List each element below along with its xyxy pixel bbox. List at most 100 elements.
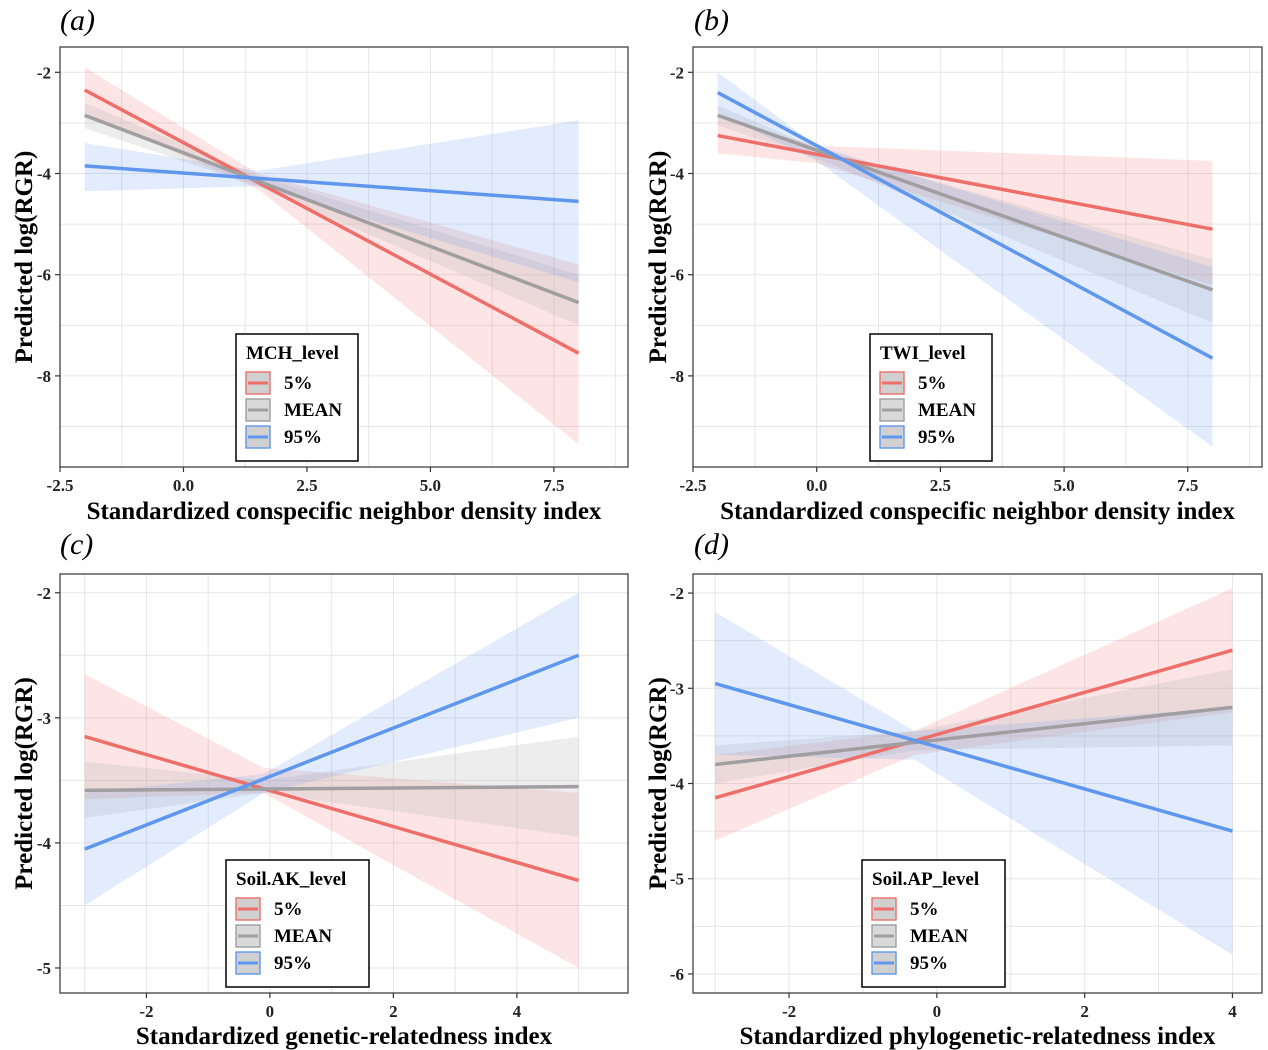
legend-label: 95% xyxy=(284,427,322,448)
x-tick-label: -2.5 xyxy=(680,476,707,495)
ribbon-5pct xyxy=(715,588,1233,841)
legend-key-mean: MEAN xyxy=(871,924,968,948)
legend-label: 95% xyxy=(910,953,948,974)
legend: Soil.AP_level 5% MEAN 95% xyxy=(861,859,1006,988)
ribbon-mean xyxy=(715,669,1233,784)
x-tick-label: 4 xyxy=(513,1002,522,1021)
x-axis-title: Standardized conspecific neighbor densit… xyxy=(87,498,602,525)
y-tick-label: -2 xyxy=(37,584,51,603)
ribbon-mean xyxy=(84,102,579,326)
legend-key-5pct: 5% xyxy=(871,897,939,921)
panel-label: (c) xyxy=(60,528,93,561)
x-axis-title: Standardized phylogenetic-relatedness in… xyxy=(740,1023,1216,1050)
panel-label: (b) xyxy=(694,4,729,37)
x-tick-label: 0 xyxy=(266,1002,275,1021)
legend-label: 95% xyxy=(274,953,312,974)
legend-key-95pct: 95% xyxy=(871,951,948,975)
series-line-95pct xyxy=(84,653,580,851)
legend-label: MEAN xyxy=(910,926,968,947)
series-line-95pct xyxy=(716,91,1214,360)
x-tick-label: 0.0 xyxy=(173,476,194,495)
y-tick-label: -4 xyxy=(37,834,52,853)
panel-label: (a) xyxy=(60,4,95,37)
y-tick-label: -2 xyxy=(37,63,51,82)
legend-label: 5% xyxy=(274,899,303,920)
panel-3: -2 0 2 4 -2 -3 -4 -5 (c) Standardized genetic-rel… xyxy=(11,528,629,1050)
plot-frame xyxy=(59,573,629,994)
series-line-mean xyxy=(714,705,1233,767)
y-tick-label: -2 xyxy=(670,63,684,82)
x-tick-label: 5.0 xyxy=(420,476,441,495)
legend-label: 95% xyxy=(918,427,956,448)
legend-key-mean: MEAN xyxy=(245,398,342,422)
legend-key-95pct: 95% xyxy=(879,425,956,449)
series-line-mean xyxy=(717,113,1214,292)
legend-label: 5% xyxy=(918,373,947,394)
legend-key-mean: MEAN xyxy=(879,398,976,422)
series-line-95pct xyxy=(714,681,1233,833)
y-tick-label: -3 xyxy=(670,679,684,698)
y-tick-label: -8 xyxy=(37,367,51,386)
series-line-5pct xyxy=(84,734,580,883)
x-tick-label: 0 xyxy=(933,1002,942,1021)
y-axis-title: Predicted log(RGR) xyxy=(645,677,672,890)
legend-title: Soil.AP_level xyxy=(872,869,979,890)
legend: Soil.AK_level 5% MEAN 95% xyxy=(225,859,370,988)
y-tick-label: -6 xyxy=(670,965,684,984)
x-tick-label: 0.0 xyxy=(806,476,827,495)
ribbon-95pct xyxy=(84,120,579,283)
legend-key-5pct: 5% xyxy=(235,897,303,921)
x-tick-label: -2.5 xyxy=(47,476,74,495)
legend-key-5pct: 5% xyxy=(879,371,947,395)
y-tick-label: -2 xyxy=(670,584,684,603)
x-tick-label: 7.5 xyxy=(543,476,564,495)
y-tick-label: -8 xyxy=(670,367,684,386)
y-tick-label: -6 xyxy=(37,266,51,285)
series-line-mean xyxy=(84,113,580,305)
series-line-5pct xyxy=(714,648,1233,800)
legend-title: Soil.AK_level xyxy=(236,869,346,890)
x-axis-title: Standardized conspecific neighbor densit… xyxy=(720,498,1235,525)
y-axis-title: Predicted log(RGR) xyxy=(11,151,38,364)
panel-2: -2.5 0.0 2.5 5.0 7.5 -2 -4 -6 -8 (b) Standardized … xyxy=(645,4,1263,525)
ribbon-mean xyxy=(84,736,579,837)
series-line-mean xyxy=(84,784,579,793)
ribbon-5pct xyxy=(84,674,579,968)
x-axis-title: Standardized genetic-relatedness index xyxy=(136,1023,553,1050)
x-tick-label: -2 xyxy=(139,1002,153,1021)
y-tick-label: -6 xyxy=(670,266,684,285)
legend: TWI_level 5% MEAN 95% xyxy=(869,333,993,462)
panel-label: (d) xyxy=(694,528,729,561)
plot-frame xyxy=(692,46,1263,468)
ribbon-95pct xyxy=(84,592,579,906)
legend-label: MEAN xyxy=(274,926,332,947)
legend-key-95pct: 95% xyxy=(235,951,312,975)
legend-label: MEAN xyxy=(918,400,976,421)
y-tick-label: -5 xyxy=(670,870,684,889)
legend-title: MCH_level xyxy=(246,343,339,364)
plot-frame xyxy=(59,46,629,468)
x-tick-label: 2.5 xyxy=(296,476,317,495)
series-line-95pct xyxy=(84,164,579,204)
y-tick-label: -5 xyxy=(37,959,51,978)
legend-label: 5% xyxy=(910,899,939,920)
legend-key-5pct: 5% xyxy=(245,371,313,395)
x-tick-label: 5.0 xyxy=(1053,476,1074,495)
legend: MCH_level 5% MEAN 95% xyxy=(235,333,359,462)
x-tick-label: -2 xyxy=(782,1002,796,1021)
legend-key-95pct: 95% xyxy=(245,425,322,449)
y-tick-label: -4 xyxy=(37,165,52,184)
x-tick-label: 4 xyxy=(1228,1002,1237,1021)
x-tick-label: 2 xyxy=(1080,1002,1089,1021)
series-line-5pct xyxy=(83,88,580,355)
y-tick-label: -3 xyxy=(37,709,51,728)
ribbon-95pct xyxy=(717,72,1213,447)
panel-4: -2 0 2 4 -2 -3 -4 -5 -6 (d) Standardized phylogene… xyxy=(645,528,1263,1050)
y-axis-title: Predicted log(RGR) xyxy=(11,677,38,890)
legend-label: MEAN xyxy=(284,400,342,421)
x-tick-label: 7.5 xyxy=(1177,476,1198,495)
y-tick-label: -4 xyxy=(670,775,685,794)
y-axis-title: Predicted log(RGR) xyxy=(645,151,672,364)
y-tick-label: -4 xyxy=(670,165,685,184)
